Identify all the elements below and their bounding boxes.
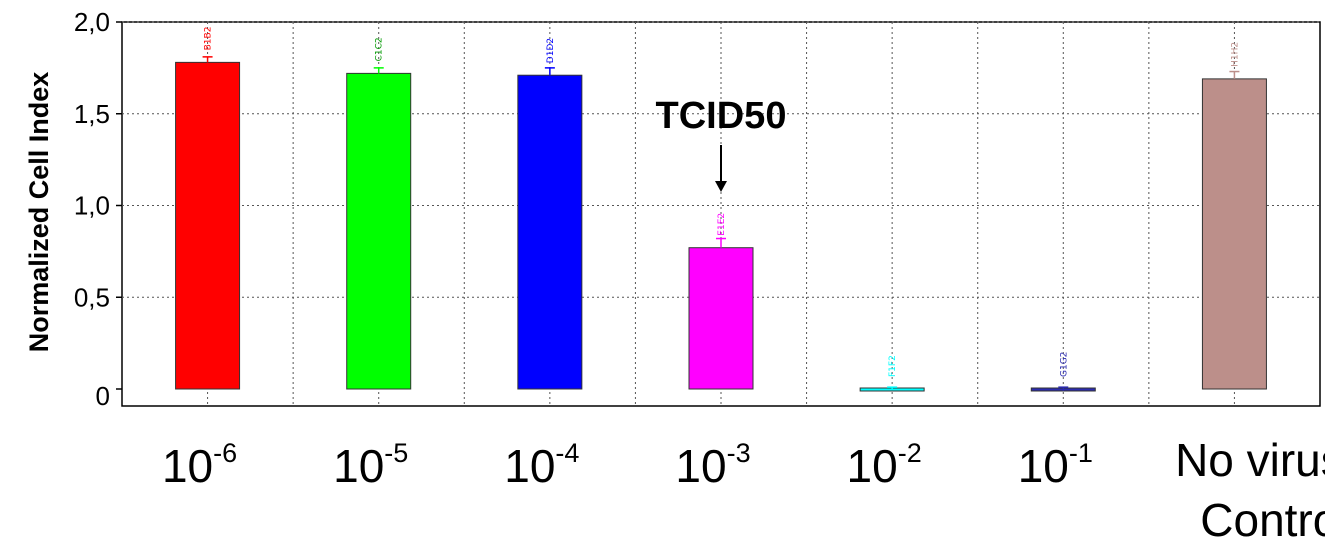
x-category-label: 10-2 (847, 438, 922, 492)
well-label: E1E2 (717, 213, 727, 236)
bar (175, 61, 241, 390)
y-tick-label: 0 (96, 381, 110, 411)
well-label: G1G2 (1059, 352, 1069, 377)
well-label: C1C2 (375, 37, 385, 61)
y-axis-label: Normalized Cell Index (24, 72, 54, 353)
y-axis: 0 0,5 1,0 1,5 2,0 (74, 7, 122, 411)
x-category-label: 10-5 (333, 438, 408, 492)
bar (517, 74, 583, 390)
well-label: D1D2 (546, 38, 556, 63)
x-category-label: Control (1200, 494, 1325, 546)
x-axis: 10-6 10-5 10-4 10-3 10-2 10-1 No virus Control (162, 434, 1325, 546)
y-tick-label: 0,5 (74, 282, 110, 312)
well-label: H1H2 (1230, 42, 1240, 67)
y-tick-label: 1,5 (74, 99, 110, 129)
bars-group: B1B2 C1C2 D1D2 E1E2 F1F2 G1G2 H1H2 (175, 27, 1267, 392)
annotation-label: TCID50 (656, 95, 787, 137)
x-category-label: 10-6 (162, 438, 237, 492)
x-category-label: 10-4 (504, 438, 579, 492)
bar (1201, 78, 1267, 390)
x-category-label: 10-1 (1018, 438, 1093, 492)
y-tick-label: 2,0 (74, 7, 110, 37)
tcid50-annotation: TCID50 (656, 95, 787, 192)
bar (688, 247, 754, 390)
bar (346, 72, 412, 390)
y-tick-label: 1,0 (74, 191, 110, 221)
x-category-label: No virus (1175, 434, 1325, 486)
well-label: F1F2 (888, 355, 898, 377)
well-label: B1B2 (204, 27, 214, 51)
annotation-arrow-head (715, 181, 727, 192)
x-category-label: 10-3 (675, 438, 750, 492)
